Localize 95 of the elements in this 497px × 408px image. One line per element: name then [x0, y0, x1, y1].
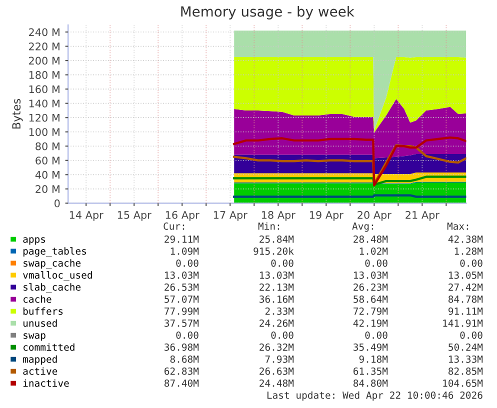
text: 1.28M: [454, 247, 483, 255]
line-series: [233, 136, 466, 186]
text: 7.93M: [265, 355, 294, 363]
legend-label: buffers: [23, 307, 63, 315]
text: 42.19M: [353, 319, 388, 327]
y-tick-label: 140 M: [29, 100, 60, 108]
text: 87.40M: [164, 379, 199, 387]
x-tick-label: 19 Apr: [310, 211, 344, 221]
text: 84.78M: [448, 295, 483, 303]
text: 50.24M: [448, 343, 483, 351]
chart-title: Memory usage - by week: [181, 6, 354, 20]
x-tick-label: 15 Apr: [118, 211, 152, 221]
text: 0.00: [271, 259, 294, 267]
text: 35.49M: [354, 343, 388, 351]
text: 36.16M: [260, 295, 294, 303]
y-tick-label: 160 M: [29, 85, 60, 94]
text: Cur:: [164, 222, 184, 230]
line-series: [233, 176, 466, 186]
x-tick-label: 17 Apr: [214, 211, 248, 221]
text: 62.83M: [164, 367, 199, 375]
y-tick-label: 180 M: [29, 71, 60, 79]
text: 0.00: [365, 331, 388, 339]
y-tick-label: 200 M: [29, 56, 60, 65]
text: Avg:: [352, 222, 374, 232]
text: 104.65M: [443, 379, 483, 387]
text: Last update: Wed Apr 22 10:00:46 2026: [267, 391, 482, 401]
text: 61.35M: [354, 367, 388, 375]
text: 13.05M: [449, 271, 483, 279]
text: 29.11M: [164, 235, 199, 243]
text: 1.09M: [170, 247, 199, 255]
text: 2.33M: [265, 307, 294, 315]
text: 13.33M: [449, 355, 483, 363]
y-tick-label: 220 M: [29, 42, 60, 50]
text: 9.18M: [359, 355, 388, 363]
y-tick-label: 100 M: [29, 128, 60, 136]
y-tick-label: 240 M: [29, 28, 60, 36]
x-tick-label: 14 Apr: [70, 211, 104, 221]
x-tick-label: 20 Apr: [358, 211, 392, 221]
legend-label: cache: [24, 295, 52, 303]
legend-label: mapped: [23, 355, 57, 365]
text: 24.26M: [260, 319, 294, 327]
text: 28.48M: [354, 235, 388, 243]
y-tick-label: 20 M: [36, 185, 60, 194]
text: 37.57M: [164, 319, 199, 327]
text: 915.20k: [254, 247, 294, 255]
text: 26.63M: [260, 367, 294, 375]
text: 27.42M: [448, 283, 483, 291]
y-tick-label: 60 M: [36, 156, 60, 164]
y-tick-label: 120 M: [29, 114, 60, 122]
legend-label: swap_cache: [24, 259, 81, 269]
text: 26.32M: [260, 343, 294, 351]
y-tick-label: 40 M: [35, 170, 60, 179]
legend-label: page_tables: [23, 247, 86, 257]
text: 0.00: [176, 331, 198, 339]
text: 141.91M: [443, 319, 483, 327]
text: 36.98M: [164, 343, 199, 351]
text: 1.02M: [360, 247, 388, 255]
x-tick-label: 16 Apr: [166, 211, 200, 221]
y-axis-title: Bytes: [12, 98, 23, 129]
text: 72.79M: [354, 307, 388, 315]
text: 26.53M: [164, 283, 199, 291]
legend-label: slab_cache: [24, 283, 81, 293]
text: 0.00: [176, 259, 198, 267]
y-tick-label: 0: [54, 199, 60, 208]
y-tick-label: 80 M: [36, 142, 60, 150]
text: 0.00: [271, 331, 294, 339]
legend-label: apps: [23, 237, 46, 245]
text: Min:: [258, 222, 280, 230]
legend-label: swap: [24, 333, 46, 341]
text: 0.00: [365, 259, 388, 267]
text: 84.80M: [354, 379, 388, 387]
text: 13.03M: [165, 271, 199, 279]
text: 13.03M: [260, 271, 294, 279]
text: Max:: [447, 222, 468, 230]
legend-label: inactive: [23, 379, 69, 387]
legend-label: active: [23, 367, 58, 375]
text: 26.23M: [354, 283, 388, 291]
text: 91.11M: [448, 307, 483, 315]
text: 82.85M: [448, 367, 483, 375]
text: 77.99M: [164, 307, 199, 315]
text: 57.07M: [164, 295, 199, 303]
text: 25.84M: [260, 235, 294, 243]
text: 42.38M: [448, 235, 483, 243]
text: 22.13M: [260, 283, 294, 291]
x-tick-label: 21 Apr: [406, 211, 440, 221]
text: 0.00: [460, 331, 482, 339]
text: 13.03M: [354, 271, 388, 279]
text: 58.64M: [354, 295, 388, 303]
legend-label: unused: [24, 319, 57, 327]
x-tick-label: 18 Apr: [262, 211, 296, 221]
text: 8.68M: [170, 355, 199, 363]
text: 0.00: [460, 259, 482, 267]
legend-label: committed: [24, 343, 74, 351]
legend-label: vmalloc_used: [23, 271, 92, 281]
text: 24.48M: [260, 379, 294, 387]
